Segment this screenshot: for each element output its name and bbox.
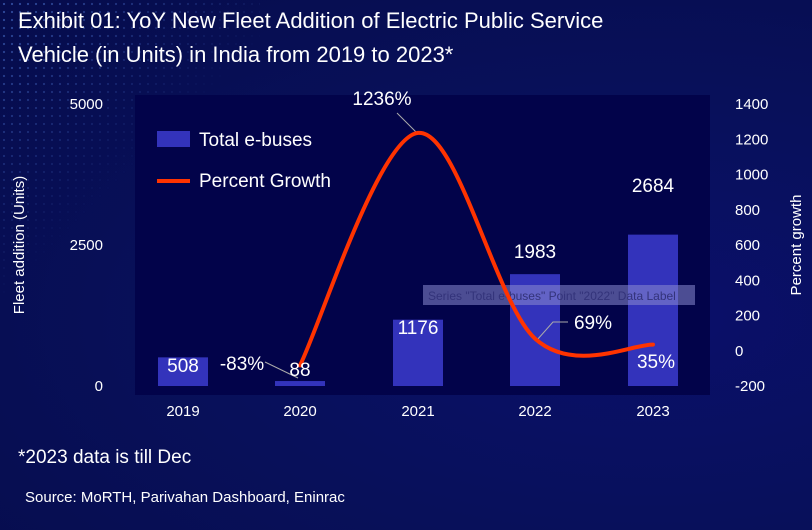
bar-2020 xyxy=(275,381,325,386)
legend-label: Percent Growth xyxy=(199,171,331,192)
bar-2019 xyxy=(158,357,208,386)
x-tick-label: 2020 xyxy=(283,403,316,420)
legend-bar-swatch xyxy=(157,131,190,147)
x-tick-label: 2019 xyxy=(166,403,199,420)
y2-tick-label: 1000 xyxy=(735,167,768,184)
bar-data-label: 88 xyxy=(289,360,310,381)
legend-label: Total e-buses xyxy=(199,130,312,151)
line-data-label: 35% xyxy=(637,352,675,373)
y2-tick-label: 600 xyxy=(735,237,760,254)
bar-2023 xyxy=(628,234,678,386)
y-axis-title: Fleet addition (Units) xyxy=(11,176,28,314)
y2-tick-label: 0 xyxy=(735,343,743,360)
x-tick-label: 2023 xyxy=(636,403,669,420)
tooltip-text: Series "Total e-buses" Point "2022" Data… xyxy=(428,289,676,303)
title-line-2: Vehicle (in Units) in India from 2019 to… xyxy=(18,42,454,67)
y2-tick-label: 1200 xyxy=(735,131,768,148)
x-tick-label: 2021 xyxy=(401,403,434,420)
bar-data-label: 1983 xyxy=(514,242,556,263)
y2-tick-label: 800 xyxy=(735,202,760,219)
line-data-label: -83% xyxy=(220,354,264,375)
y2-axis-title: Percent growth xyxy=(788,195,805,296)
bar-data-label: 2684 xyxy=(632,176,675,197)
leader-line xyxy=(536,321,568,341)
source: Source: MoRTH, Parivahan Dashboard, Enin… xyxy=(25,489,345,506)
y2-tick-label: 1400 xyxy=(735,96,768,113)
y2-tick-label: 200 xyxy=(735,308,760,325)
bar-data-label: 1176 xyxy=(398,318,439,339)
y-tick-label: 5000 xyxy=(70,96,103,113)
y2-tick-label: -200 xyxy=(735,378,765,395)
line-data-label: 69% xyxy=(574,313,612,334)
title-line-1: Exhibit 01: YoY New Fleet Addition of El… xyxy=(18,8,604,33)
bar-2021 xyxy=(393,319,443,386)
leader-line xyxy=(264,361,299,379)
tooltip-box xyxy=(423,285,695,305)
y-tick-label: 2500 xyxy=(70,237,103,254)
bar-data-label: 508 xyxy=(167,356,199,377)
y2-tick-label: 400 xyxy=(735,272,760,289)
percent-growth-line xyxy=(298,130,655,368)
y-tick-label: 0 xyxy=(95,378,103,395)
leader-line xyxy=(396,112,418,134)
x-tick-label: 2022 xyxy=(518,403,551,420)
chart: 0 2500 5000 -200 0 200 400 600 800 1000 1200 1400 Fl… xyxy=(11,89,805,420)
line-data-label: 1236% xyxy=(352,89,411,110)
footnote: *2023 data is till Dec xyxy=(18,447,192,468)
